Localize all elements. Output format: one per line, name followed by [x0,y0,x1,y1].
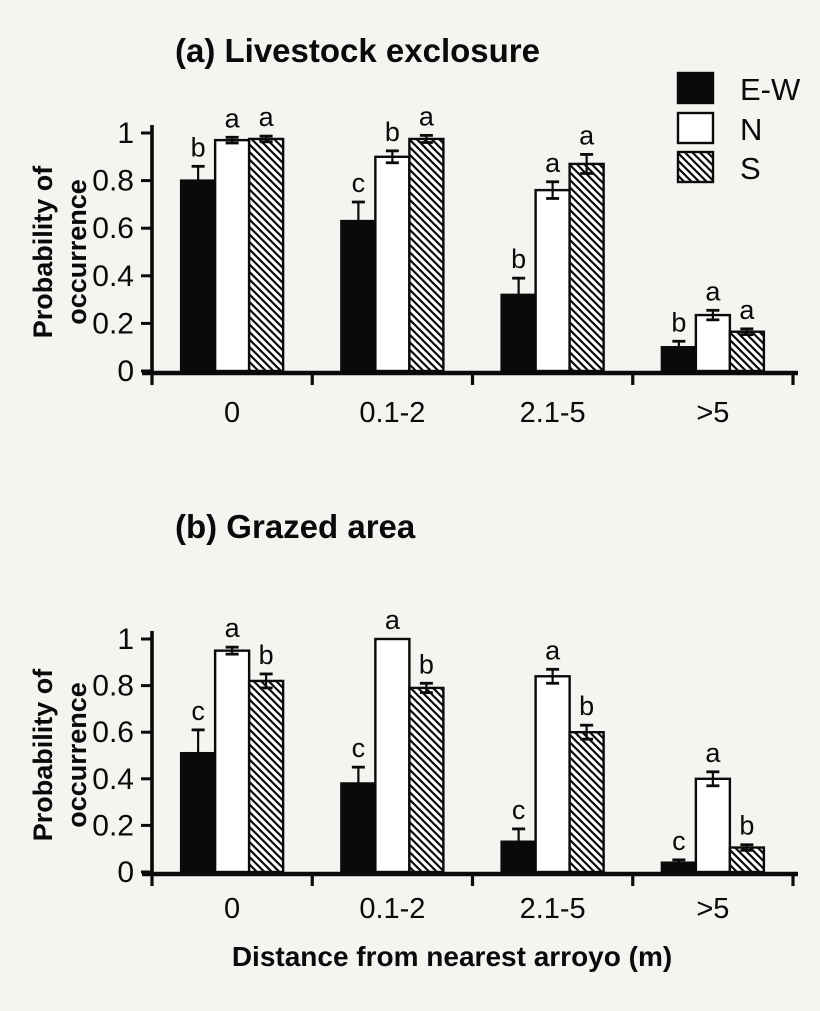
legend-label-s: S [740,151,761,186]
y-tick-label: 0.2 [92,307,134,340]
sig-letter: c [352,733,366,763]
bar-S->5 [728,330,766,373]
sig-letter: a [739,295,755,325]
chart-a-ylabel-line2: occurrence [62,179,92,325]
chart-b-ylabel-line1: Probability of [28,668,58,842]
x-category-label: 0.1-2 [359,893,425,925]
y-tick-label: 0 [117,355,134,388]
sig-letter: b [579,691,594,721]
x-category-label: 0 [224,893,240,925]
bar-N->5 [694,313,732,373]
x-category-label: >5 [696,397,729,429]
sig-letter: c [672,826,686,856]
legend-label-n: N [740,112,762,147]
sig-letter: c [512,795,526,825]
chart-b-ylabel: Probability of occurrence [28,668,92,842]
bar-N-0 [213,649,251,874]
bar-N-2.1-5 [534,188,571,373]
bar-S-2.1-5 [568,731,605,874]
sig-letter: a [385,605,401,635]
x-category-label: 0.1-2 [359,397,425,429]
x-category-label: >5 [696,893,729,925]
sig-letter: a [545,148,561,178]
bar-S-0.1-2 [408,686,445,874]
x-category-label: 2.1-5 [520,893,586,925]
bar-N-0.1-2 [374,155,411,373]
sig-letter: b [191,132,206,162]
sig-letter: a [579,120,595,150]
sig-letter: c [191,696,205,726]
sig-letter: a [419,101,435,131]
y-tick-label: 0.4 [92,260,134,293]
sig-letter: b [419,649,434,679]
x-category-label: 2.1-5 [520,397,586,429]
y-tick-label: 0.4 [92,763,134,796]
sig-letter: a [545,635,561,665]
x-category-label: 0 [224,397,240,429]
bar-S-0 [247,679,285,874]
chart-a-ylabel: Probability of occurrence [28,165,92,339]
sig-letter: b [385,117,400,147]
sig-letter: a [259,102,275,132]
bar-N-0 [213,138,251,373]
y-tick-label: 0.8 [92,165,134,198]
legend: E-W N S [676,71,801,186]
sig-letter: a [225,103,241,133]
y-tick-label: 0.8 [92,670,134,703]
y-tick-label: 1 [117,117,134,150]
bar-E-W-0.1-2 [340,219,377,373]
sig-letter: a [705,276,721,306]
bar-S-2.1-5 [568,162,605,373]
legend-label-ew: E-W [740,72,801,107]
chart-a-ylabel-line1: Probability of [28,165,58,339]
bar-E-W-0 [179,751,217,874]
sig-letter: c [352,168,366,198]
bar-E-W-0 [179,179,217,373]
sig-letter: b [739,811,754,841]
bar-N-0.1-2 [374,637,411,874]
legend-swatch-s [676,150,715,184]
y-tick-label: 0.6 [92,716,134,749]
chart-a-title: (a) Livestock exclosure [175,32,540,69]
legend-swatch-n [676,111,715,145]
sig-letter: a [225,613,241,643]
sig-letter: b [259,640,274,670]
legend-swatch-ew [676,71,715,105]
bar-N->5 [694,777,732,874]
y-tick-label: 0.6 [92,212,134,245]
y-tick-label: 1 [117,623,134,656]
sig-letter: a [705,738,721,768]
y-tick-label: 0.2 [92,809,134,842]
bar-N-2.1-5 [534,675,571,874]
sig-letter: b [511,244,526,274]
bar-S-0 [247,137,285,373]
chart-b-title: (b) Grazed area [175,508,416,545]
y-tick-label: 0 [117,856,134,889]
sig-letter: b [671,307,686,337]
chart-b-ylabel-line2: occurrence [62,682,92,828]
x-axis-label: Distance from nearest arroyo (m) [232,941,672,972]
bar-S-0.1-2 [408,137,445,373]
